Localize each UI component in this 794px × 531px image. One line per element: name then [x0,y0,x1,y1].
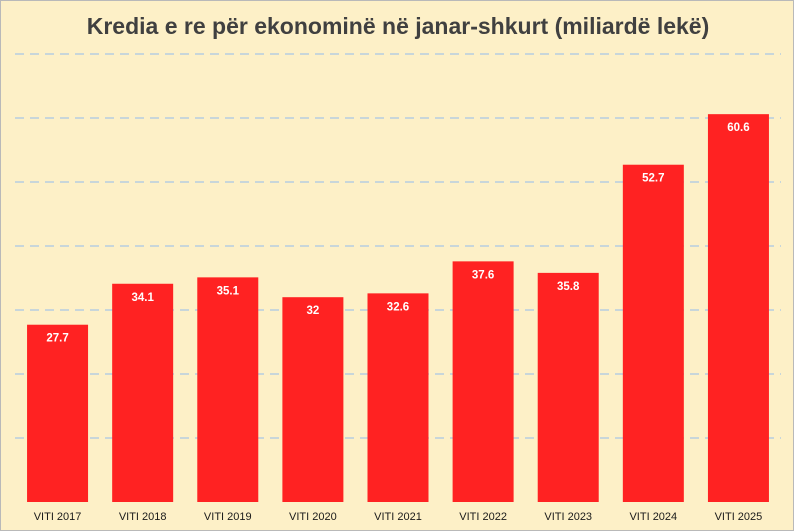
bar [452,261,514,502]
bar [367,293,429,502]
x-tick-label: VITI 2019 [204,511,252,523]
data-label: 32 [306,305,319,317]
bar [197,277,259,502]
chart-title: Kredia e re për ekonominë në janar-shkur… [86,13,710,39]
data-label: 27.7 [46,333,68,345]
data-label: 35.1 [217,285,240,297]
x-tick-label: VITI 2018 [119,511,167,523]
bar [27,324,89,502]
bar [282,297,344,502]
data-label: 35.8 [557,281,580,293]
x-tick-label: VITI 2022 [459,511,507,523]
data-labels: 27.7 34.1 35.1 32 32.6 37.6 35.8 52.7 60.6 [46,122,749,345]
bar [537,272,599,502]
x-tick-label: VITI 2023 [544,511,592,523]
data-label: 32.6 [387,301,409,313]
bar [112,283,174,502]
data-label: 52.7 [642,173,664,185]
data-label: 37.6 [472,269,494,281]
bars [27,114,769,502]
x-tick-label: VITI 2021 [374,511,422,523]
bar [622,164,684,502]
data-label: 60.6 [727,122,749,134]
bar [707,114,769,502]
x-tick-label: VITI 2025 [715,511,763,523]
x-tick-labels: VITI 2017 VITI 2018 VITI 2019 VITI 2020 VITI… [34,511,763,523]
x-tick-label: VITI 2024 [629,511,677,523]
x-tick-label: VITI 2017 [34,511,82,523]
x-tick-label: VITI 2020 [289,511,337,523]
data-label: 34.1 [131,292,154,304]
